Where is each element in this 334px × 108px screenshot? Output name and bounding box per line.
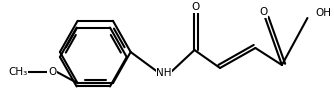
Text: O: O	[259, 7, 268, 17]
Text: CH₃: CH₃	[8, 67, 27, 77]
Text: OH: OH	[315, 8, 331, 18]
Text: O: O	[48, 67, 56, 77]
Text: NH: NH	[156, 68, 172, 78]
Text: O: O	[191, 2, 200, 12]
